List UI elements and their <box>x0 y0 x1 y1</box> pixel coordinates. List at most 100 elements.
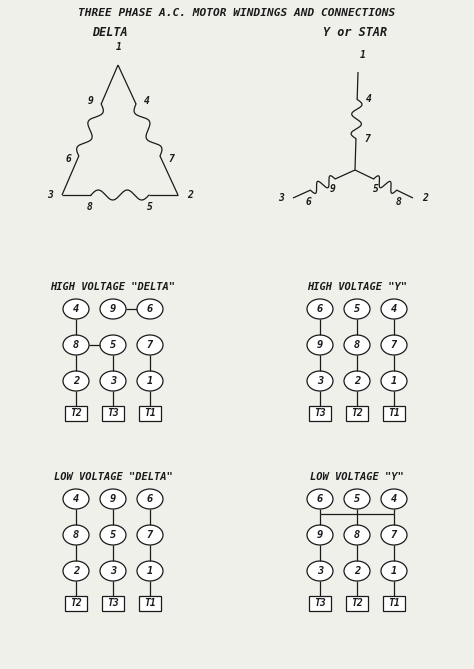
FancyBboxPatch shape <box>383 405 405 421</box>
Ellipse shape <box>344 525 370 545</box>
Text: 1: 1 <box>391 376 397 386</box>
Text: LOW VOLTAGE "DELTA": LOW VOLTAGE "DELTA" <box>54 472 173 482</box>
Text: 5: 5 <box>110 340 116 350</box>
Text: 7: 7 <box>391 530 397 540</box>
Text: 2: 2 <box>354 566 360 576</box>
Text: 4: 4 <box>73 494 79 504</box>
Text: 7: 7 <box>147 530 153 540</box>
Text: 2: 2 <box>354 376 360 386</box>
Text: 2: 2 <box>187 190 193 200</box>
Text: DELTA: DELTA <box>92 26 128 39</box>
Ellipse shape <box>63 489 89 509</box>
Ellipse shape <box>344 371 370 391</box>
Text: 6: 6 <box>147 494 153 504</box>
Text: T2: T2 <box>70 598 82 608</box>
Text: 8: 8 <box>354 340 360 350</box>
Ellipse shape <box>307 525 333 545</box>
Ellipse shape <box>100 299 126 319</box>
Text: 9: 9 <box>110 494 116 504</box>
Ellipse shape <box>381 299 407 319</box>
Text: 1: 1 <box>391 566 397 576</box>
Text: 9: 9 <box>110 304 116 314</box>
Ellipse shape <box>137 489 163 509</box>
Text: 4: 4 <box>144 96 150 106</box>
FancyBboxPatch shape <box>102 405 124 421</box>
Text: 9: 9 <box>330 184 336 194</box>
Text: 9: 9 <box>317 340 323 350</box>
Text: 5: 5 <box>354 304 360 314</box>
Ellipse shape <box>100 489 126 509</box>
Text: T3: T3 <box>314 598 326 608</box>
Text: T2: T2 <box>351 598 363 608</box>
Text: LOW VOLTAGE "Y": LOW VOLTAGE "Y" <box>310 472 404 482</box>
Ellipse shape <box>100 335 126 355</box>
Ellipse shape <box>100 561 126 581</box>
Ellipse shape <box>307 489 333 509</box>
Text: 8: 8 <box>396 197 401 207</box>
Text: T3: T3 <box>107 598 119 608</box>
Ellipse shape <box>63 525 89 545</box>
Text: 5: 5 <box>110 530 116 540</box>
Text: 6: 6 <box>66 154 72 164</box>
Text: 8: 8 <box>73 340 79 350</box>
Ellipse shape <box>344 335 370 355</box>
Text: 7: 7 <box>391 340 397 350</box>
Text: 1: 1 <box>147 566 153 576</box>
Text: T1: T1 <box>144 408 156 418</box>
Ellipse shape <box>100 371 126 391</box>
FancyBboxPatch shape <box>383 595 405 611</box>
FancyBboxPatch shape <box>139 405 161 421</box>
Text: 5: 5 <box>354 494 360 504</box>
Ellipse shape <box>307 299 333 319</box>
Ellipse shape <box>381 335 407 355</box>
Text: THREE PHASE A.C. MOTOR WINDINGS AND CONNECTIONS: THREE PHASE A.C. MOTOR WINDINGS AND CONN… <box>78 8 396 18</box>
Text: 9: 9 <box>317 530 323 540</box>
Ellipse shape <box>344 489 370 509</box>
Text: Y or STAR: Y or STAR <box>323 26 387 39</box>
Text: 8: 8 <box>354 530 360 540</box>
FancyBboxPatch shape <box>102 595 124 611</box>
Text: 7: 7 <box>147 340 153 350</box>
Text: 3: 3 <box>47 190 53 200</box>
Text: 1: 1 <box>147 376 153 386</box>
FancyBboxPatch shape <box>309 405 331 421</box>
Ellipse shape <box>381 561 407 581</box>
Ellipse shape <box>100 525 126 545</box>
Text: 8: 8 <box>87 202 93 212</box>
Ellipse shape <box>307 371 333 391</box>
Text: T1: T1 <box>388 598 400 608</box>
FancyBboxPatch shape <box>309 595 331 611</box>
Text: 9: 9 <box>87 96 93 106</box>
Text: 6: 6 <box>317 494 323 504</box>
Text: 6: 6 <box>147 304 153 314</box>
Text: 3: 3 <box>110 566 116 576</box>
Text: 3: 3 <box>317 376 323 386</box>
Text: 6: 6 <box>305 197 311 207</box>
Text: 4: 4 <box>366 94 372 104</box>
Text: 3: 3 <box>278 193 284 203</box>
Text: 2: 2 <box>73 376 79 386</box>
Ellipse shape <box>137 561 163 581</box>
Ellipse shape <box>381 371 407 391</box>
Text: 5: 5 <box>373 184 379 194</box>
Ellipse shape <box>344 299 370 319</box>
Ellipse shape <box>137 335 163 355</box>
Ellipse shape <box>137 525 163 545</box>
Text: 4: 4 <box>73 304 79 314</box>
FancyBboxPatch shape <box>65 595 87 611</box>
Ellipse shape <box>381 525 407 545</box>
Ellipse shape <box>63 371 89 391</box>
Text: HIGH VOLTAGE "Y": HIGH VOLTAGE "Y" <box>307 282 407 292</box>
Text: 4: 4 <box>391 304 397 314</box>
Text: 7: 7 <box>365 134 371 144</box>
Text: T2: T2 <box>70 408 82 418</box>
Ellipse shape <box>307 335 333 355</box>
Text: T3: T3 <box>107 408 119 418</box>
Text: 3: 3 <box>317 566 323 576</box>
Text: T3: T3 <box>314 408 326 418</box>
FancyBboxPatch shape <box>346 595 368 611</box>
Text: 8: 8 <box>73 530 79 540</box>
Ellipse shape <box>137 299 163 319</box>
Text: 1: 1 <box>360 50 366 60</box>
Text: 2: 2 <box>422 193 428 203</box>
